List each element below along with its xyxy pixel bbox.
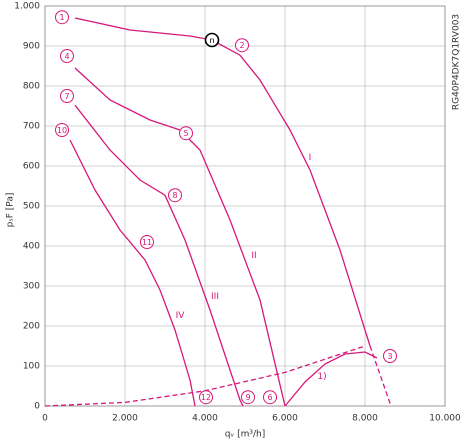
marker-number: 9: [245, 393, 250, 402]
marker-circle: [60, 89, 74, 103]
curve-label: II: [251, 251, 256, 261]
marker-number: 4: [64, 52, 69, 61]
marker-number: n: [209, 36, 214, 45]
marker-circle: [383, 349, 397, 363]
curve-label: 1): [317, 372, 326, 382]
marker-circle: [263, 390, 277, 405]
marker-number: 5: [183, 129, 188, 138]
marker-number: 1: [59, 13, 64, 22]
marker-number: 11: [142, 238, 152, 247]
system-curve: [369, 345, 392, 407]
y-tick-label: 900: [23, 42, 40, 52]
x-tick-label: 0: [42, 414, 48, 424]
marker-circle: [204, 32, 220, 48]
marker-number: 12: [201, 393, 211, 402]
marker-circle: [60, 49, 74, 63]
marker-circle: [140, 235, 154, 249]
x-axis-label: qᵥ [m³/h]: [225, 430, 265, 440]
y-tick-label: 700: [23, 122, 40, 132]
x-tick-label: 2.000: [112, 414, 138, 424]
x-tick-label: 4.000: [192, 414, 218, 424]
marker-circle: [55, 10, 69, 25]
y-tick-label: 200: [23, 322, 40, 332]
y-tick-label: 600: [23, 162, 40, 172]
y-tick-label: 300: [23, 282, 40, 292]
marker-circle: [199, 390, 213, 405]
marker-number: 2: [239, 41, 244, 50]
y-tick-label: 800: [23, 82, 40, 92]
fan-curve: [74, 104, 244, 407]
marker-circle: [235, 38, 249, 53]
curve-label: I: [309, 153, 312, 163]
fan-curve: [284, 351, 378, 407]
y-tick-label: 1.000: [14, 2, 40, 12]
x-tick-label: 8.000: [352, 414, 378, 424]
marker-number: 8: [172, 191, 177, 200]
marker-number: 6: [267, 393, 272, 402]
marker-circle: [179, 126, 193, 141]
x-tick-label: 6.000: [272, 414, 298, 424]
marker-circle: [241, 390, 255, 405]
curve-label: IV: [176, 311, 186, 321]
y-tick-label: 500: [23, 202, 40, 212]
fan-curve: [69, 139, 196, 407]
x-tick-label: 10.000: [429, 414, 461, 424]
y-axis-label: pₛF [Pa]: [6, 193, 16, 228]
fan-curve: [74, 17, 371, 347]
model-code: RG40P4DK7Q1RV003: [452, 14, 462, 110]
y-tick-label: 100: [23, 362, 40, 372]
marker-number: 3: [387, 352, 392, 361]
fan-curve: [74, 67, 286, 407]
marker-circle: [168, 188, 182, 203]
y-tick-label: 0: [34, 402, 40, 412]
marker-number: 10: [57, 126, 67, 135]
marker-circle: [55, 123, 69, 137]
marker-number: 7: [64, 92, 69, 101]
curve-label: III: [211, 292, 219, 302]
plot-frame: [44, 5, 446, 407]
y-tick-label: 400: [23, 242, 40, 252]
